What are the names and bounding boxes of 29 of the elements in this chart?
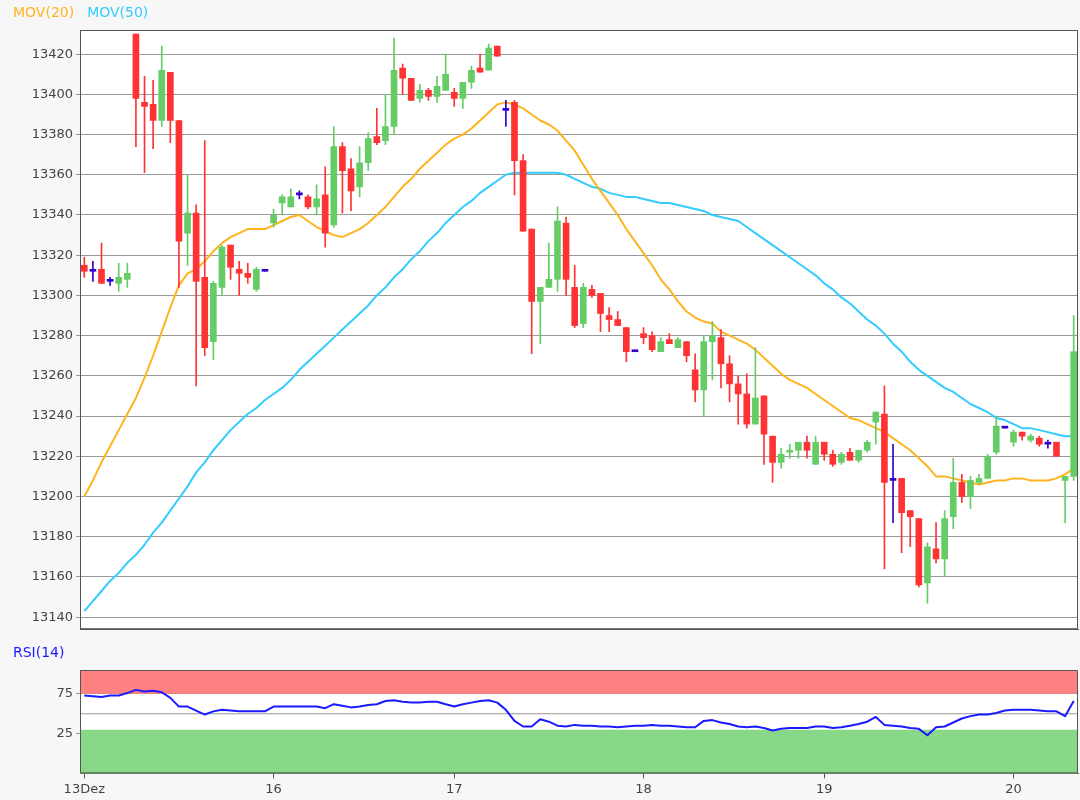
text: MOV(20) — [13, 3, 75, 20]
y-tick-label: 13340 — [31, 206, 73, 222]
y-tick-label: 13140 — [31, 608, 73, 624]
y-tick-label: 13360 — [31, 166, 73, 182]
x-tick-label: 20 — [1005, 780, 1022, 796]
candlestick — [493, 45, 501, 57]
x-tick-label: 17 — [445, 780, 463, 796]
y-tick-label: 13400 — [31, 85, 73, 101]
text: MOV(50) — [87, 3, 149, 20]
y-tick-label: 13420 — [31, 45, 73, 61]
x-tick-label: 19 — [815, 780, 833, 796]
y-tick-label: 13260 — [31, 367, 73, 383]
x-tick-label: 16 — [265, 780, 282, 796]
y-tick-label: 13280 — [31, 327, 73, 343]
x-tick-label: 18 — [635, 780, 652, 796]
y-tick-label: 13300 — [31, 286, 73, 302]
candlestick — [407, 77, 415, 101]
text: RSI(14) — [13, 643, 65, 660]
y-tick-label: 13200 — [31, 487, 73, 503]
y-tick-label: 13320 — [31, 246, 73, 262]
y-tick-label: 75 — [56, 685, 73, 701]
y-tick-label: 13240 — [31, 407, 73, 423]
y-tick-label: 13380 — [31, 125, 73, 141]
candlestick — [631, 349, 639, 353]
y-tick-label: 13160 — [31, 568, 73, 584]
y-tick-label: 25 — [56, 725, 73, 741]
x-tick-label: 13Dez — [63, 780, 106, 796]
y-tick-label: 13180 — [31, 528, 73, 544]
y-tick-label: 13220 — [31, 447, 73, 463]
